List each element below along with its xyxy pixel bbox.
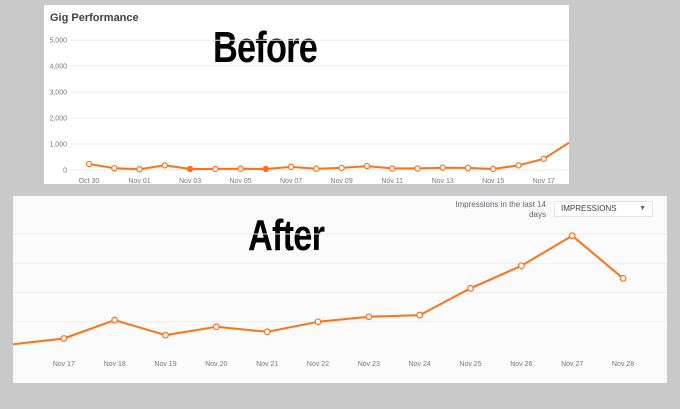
data-point (540, 155, 547, 163)
x-tick-label: Nov 20 (205, 361, 227, 368)
x-tick-label: Nov 07 (280, 178, 302, 185)
x-tick-label: Nov 19 (154, 361, 176, 368)
data-point (136, 166, 143, 173)
data-point (60, 335, 68, 342)
x-tick-label: Nov 27 (561, 361, 583, 368)
data-point (111, 164, 118, 172)
data-point (313, 165, 320, 172)
data-point (363, 162, 371, 170)
data-point (287, 163, 295, 171)
data-point (490, 165, 497, 173)
x-tick-label: Nov 17 (53, 361, 75, 368)
y-tick-label: 4,000 (49, 64, 67, 71)
data-point (161, 162, 168, 169)
x-tick-label: Nov 26 (510, 361, 532, 368)
y-tick-label: 3,000 (49, 90, 67, 97)
after-label: After (248, 211, 325, 260)
x-tick-label: Nov 15 (482, 178, 504, 185)
impressions-select[interactable]: IMPRESSIONS ▼ (554, 201, 653, 217)
y-tick-label: 0 (63, 168, 67, 175)
data-point (439, 164, 446, 171)
x-tick-label: Nov 24 (409, 361, 431, 368)
y-tick-label: 2,000 (49, 116, 67, 123)
x-tick-label: Nov 22 (307, 361, 329, 368)
data-point (464, 164, 472, 172)
data-point (212, 323, 220, 331)
data-point (414, 165, 421, 172)
data-point (416, 311, 424, 319)
data-point (186, 165, 194, 173)
before-label: Before (213, 23, 318, 72)
y-tick-label: 1,000 (49, 142, 67, 149)
after-chart-panel (13, 196, 667, 383)
data-point (365, 313, 373, 321)
y-tick-label: 5,000 (49, 38, 67, 45)
impressions-caption: Impressions in the last 14 days (455, 200, 546, 219)
data-point (515, 162, 522, 169)
x-tick-label: Nov 17 (533, 178, 555, 185)
data-point (162, 331, 169, 339)
data-point (467, 284, 474, 292)
chart-title: Gig Performance (50, 12, 139, 24)
x-tick-label: Nov 05 (229, 178, 251, 185)
data-point (85, 160, 93, 168)
x-tick-label: Nov 09 (331, 178, 353, 185)
x-tick-label: Nov 25 (459, 361, 481, 368)
series-line (12, 234, 624, 346)
data-point (263, 328, 271, 336)
x-tick-label: Oct 30 (79, 178, 100, 185)
chevron-down-icon: ▼ (639, 205, 646, 212)
data-point (568, 232, 576, 240)
data-point (619, 274, 627, 282)
x-tick-label: Nov 23 (358, 361, 380, 368)
x-tick-label: Nov 18 (104, 361, 126, 368)
before-chart-panel: Gig Performance (44, 5, 569, 184)
data-point (517, 262, 525, 270)
x-tick-label: Nov 21 (256, 361, 278, 368)
x-tick-label: Nov 11 (381, 178, 403, 185)
series-line (88, 141, 570, 171)
data-point (338, 164, 345, 172)
x-tick-label: Nov 28 (612, 361, 634, 368)
data-point (237, 165, 244, 172)
data-point (212, 165, 219, 173)
x-tick-label: Nov 01 (128, 178, 150, 185)
data-point (388, 165, 396, 172)
data-point (262, 165, 270, 173)
data-point (111, 316, 119, 324)
x-tick-label: Nov 13 (432, 178, 454, 185)
x-tick-label: Nov 03 (179, 178, 201, 185)
impressions-select-value: IMPRESSIONS (561, 204, 617, 213)
data-point (314, 318, 322, 326)
